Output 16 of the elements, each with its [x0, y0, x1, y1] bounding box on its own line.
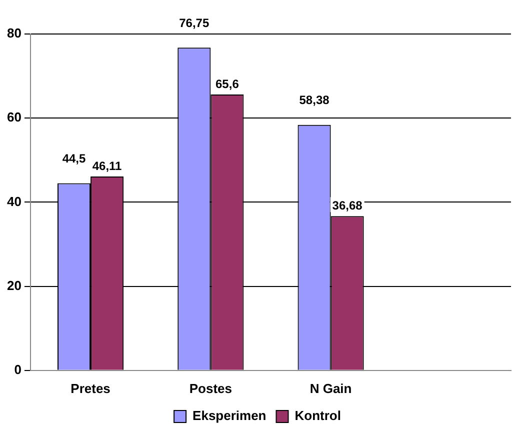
legend-label: Kontrol — [294, 408, 341, 424]
data-label: 65,6 — [216, 76, 240, 91]
y-tick-label: 20 — [6, 278, 22, 293]
y-tick-label: 60 — [6, 110, 22, 125]
y-tick-label: 40 — [6, 194, 22, 209]
data-label: 46,11 — [92, 158, 122, 173]
data-label: 58,38 — [299, 93, 330, 108]
x-tick-label: Postes — [189, 380, 232, 396]
x-tick-label: Pretes — [70, 380, 110, 396]
y-tick-label: 0 — [14, 362, 22, 377]
data-label: 36,68 — [332, 198, 363, 212]
legend-label: Eksperimen — [192, 408, 266, 424]
x-tick-label: N Gain — [310, 380, 352, 396]
data-label: 44,5 — [62, 152, 86, 166]
y-tick-label: 80 — [6, 26, 22, 41]
data-label: 76,75 — [179, 16, 210, 30]
